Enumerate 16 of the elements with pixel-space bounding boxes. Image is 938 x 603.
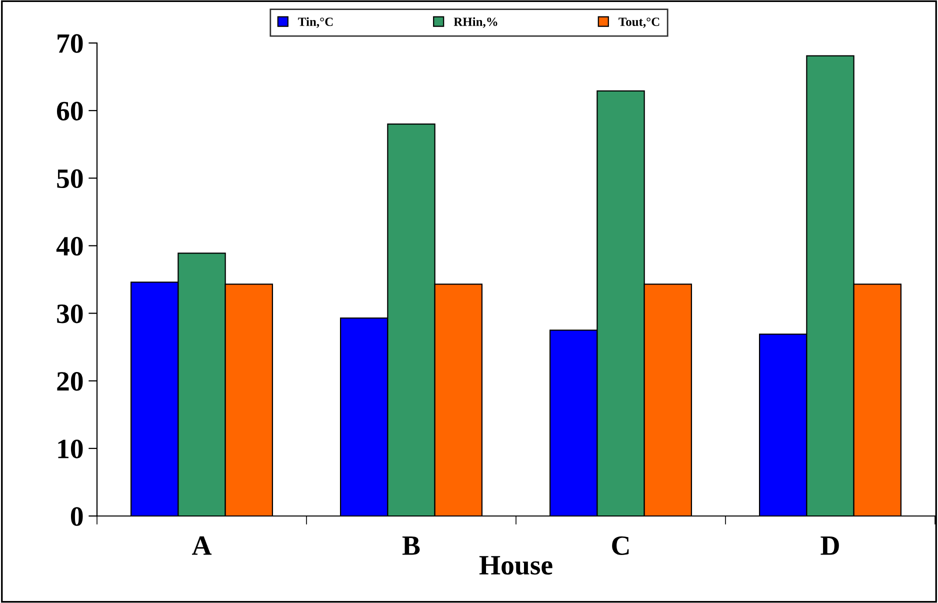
x-axis-title: House bbox=[479, 556, 552, 575]
legend-label: Tout,°C bbox=[618, 18, 660, 28]
y-tick-label: 40 bbox=[56, 236, 83, 256]
legend-label: Tin,°C bbox=[298, 17, 333, 28]
legend-label: RHin,% bbox=[454, 17, 498, 28]
x-tick-label: C bbox=[612, 536, 629, 555]
y-tick-label: 50 bbox=[57, 169, 83, 188]
x-tick-label: A bbox=[192, 536, 212, 555]
y-tick-label: 20 bbox=[57, 372, 83, 391]
x-tick-label: B bbox=[402, 536, 420, 555]
y-tick-label: 70 bbox=[58, 34, 83, 53]
y-tick-label: 10 bbox=[58, 440, 83, 458]
y-tick-label: 30 bbox=[57, 304, 83, 324]
y-tick-label: 60 bbox=[56, 102, 83, 120]
y-tick-label: 0 bbox=[70, 507, 83, 526]
x-tick-label: D bbox=[820, 536, 839, 555]
